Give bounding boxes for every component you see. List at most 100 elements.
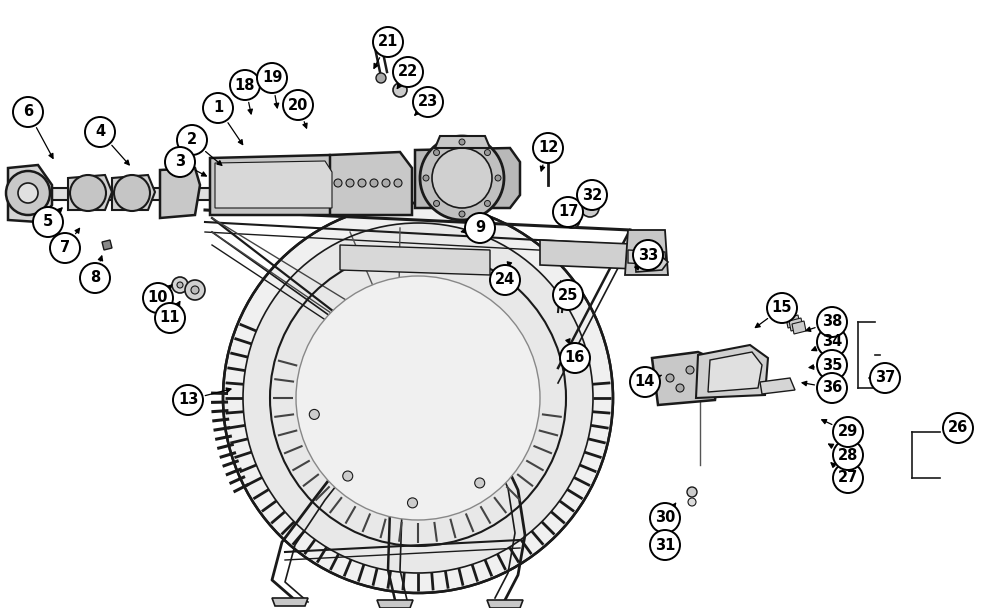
Polygon shape [215,161,332,208]
Text: 12: 12 [538,140,558,156]
Circle shape [434,201,440,207]
Circle shape [85,117,115,147]
Circle shape [833,417,863,447]
Circle shape [553,197,583,227]
Circle shape [817,307,847,337]
Polygon shape [435,136,490,148]
Circle shape [358,179,366,187]
Circle shape [650,530,680,560]
Circle shape [459,139,465,145]
Polygon shape [68,175,112,210]
Circle shape [817,327,847,357]
Circle shape [577,180,607,210]
Text: 7: 7 [60,241,70,255]
Circle shape [70,175,106,211]
Circle shape [432,148,492,208]
Circle shape [376,73,386,83]
Circle shape [80,263,110,293]
Text: 30: 30 [655,511,675,525]
Circle shape [553,280,583,310]
Circle shape [309,409,319,420]
Circle shape [223,203,613,593]
Circle shape [420,136,504,220]
Text: 13: 13 [178,393,198,407]
Circle shape [817,373,847,403]
Circle shape [434,150,440,156]
Polygon shape [340,245,490,275]
Polygon shape [272,598,308,606]
Polygon shape [415,148,520,208]
Circle shape [833,463,863,493]
Circle shape [394,179,402,187]
Polygon shape [625,230,668,275]
Polygon shape [330,152,412,215]
Text: 37: 37 [875,370,895,385]
Text: 24: 24 [495,272,515,288]
Circle shape [283,90,313,120]
Circle shape [346,179,354,187]
Text: 19: 19 [262,71,282,86]
Circle shape [6,171,50,215]
Circle shape [334,179,342,187]
Circle shape [230,70,260,100]
Circle shape [630,367,660,397]
Circle shape [459,211,465,217]
Circle shape [172,277,188,293]
Circle shape [423,175,429,181]
Circle shape [50,233,80,263]
Circle shape [870,363,900,393]
Circle shape [177,282,183,288]
Circle shape [373,27,403,57]
Circle shape [270,250,566,546]
Text: 18: 18 [235,77,255,92]
Text: 6: 6 [23,105,33,120]
Circle shape [686,366,694,374]
Circle shape [943,413,973,443]
Polygon shape [696,345,768,398]
Polygon shape [22,188,210,200]
Circle shape [581,199,599,217]
Polygon shape [8,165,52,222]
Circle shape [465,213,495,243]
Polygon shape [708,352,762,392]
Text: 11: 11 [160,311,180,325]
Text: 33: 33 [638,247,658,263]
Text: 17: 17 [558,204,578,219]
Circle shape [817,350,847,380]
Polygon shape [540,240,660,270]
Circle shape [484,150,490,156]
Circle shape [203,93,233,123]
Circle shape [564,212,580,228]
Text: 38: 38 [822,314,842,330]
Circle shape [143,283,173,313]
Text: 3: 3 [175,154,185,170]
Polygon shape [792,321,806,334]
Polygon shape [652,352,720,405]
Circle shape [484,201,490,207]
Polygon shape [760,378,795,394]
Circle shape [13,97,43,127]
Text: 21: 21 [378,35,398,49]
Text: 16: 16 [565,350,585,365]
Circle shape [688,498,696,506]
Text: 22: 22 [398,64,418,80]
Circle shape [568,216,576,224]
Text: 1: 1 [213,100,223,116]
Text: 5: 5 [43,215,53,229]
Circle shape [257,63,287,93]
Polygon shape [377,600,413,608]
Circle shape [666,374,674,382]
Text: 27: 27 [838,471,858,486]
Polygon shape [102,240,112,250]
Text: 29: 29 [838,424,858,440]
Circle shape [676,384,684,392]
Text: 10: 10 [148,291,168,305]
Polygon shape [789,318,803,331]
Text: 9: 9 [475,221,485,235]
Polygon shape [112,175,155,210]
Circle shape [495,175,501,181]
Circle shape [560,343,590,373]
Circle shape [533,133,563,163]
Text: 32: 32 [582,187,602,202]
Circle shape [650,503,680,533]
